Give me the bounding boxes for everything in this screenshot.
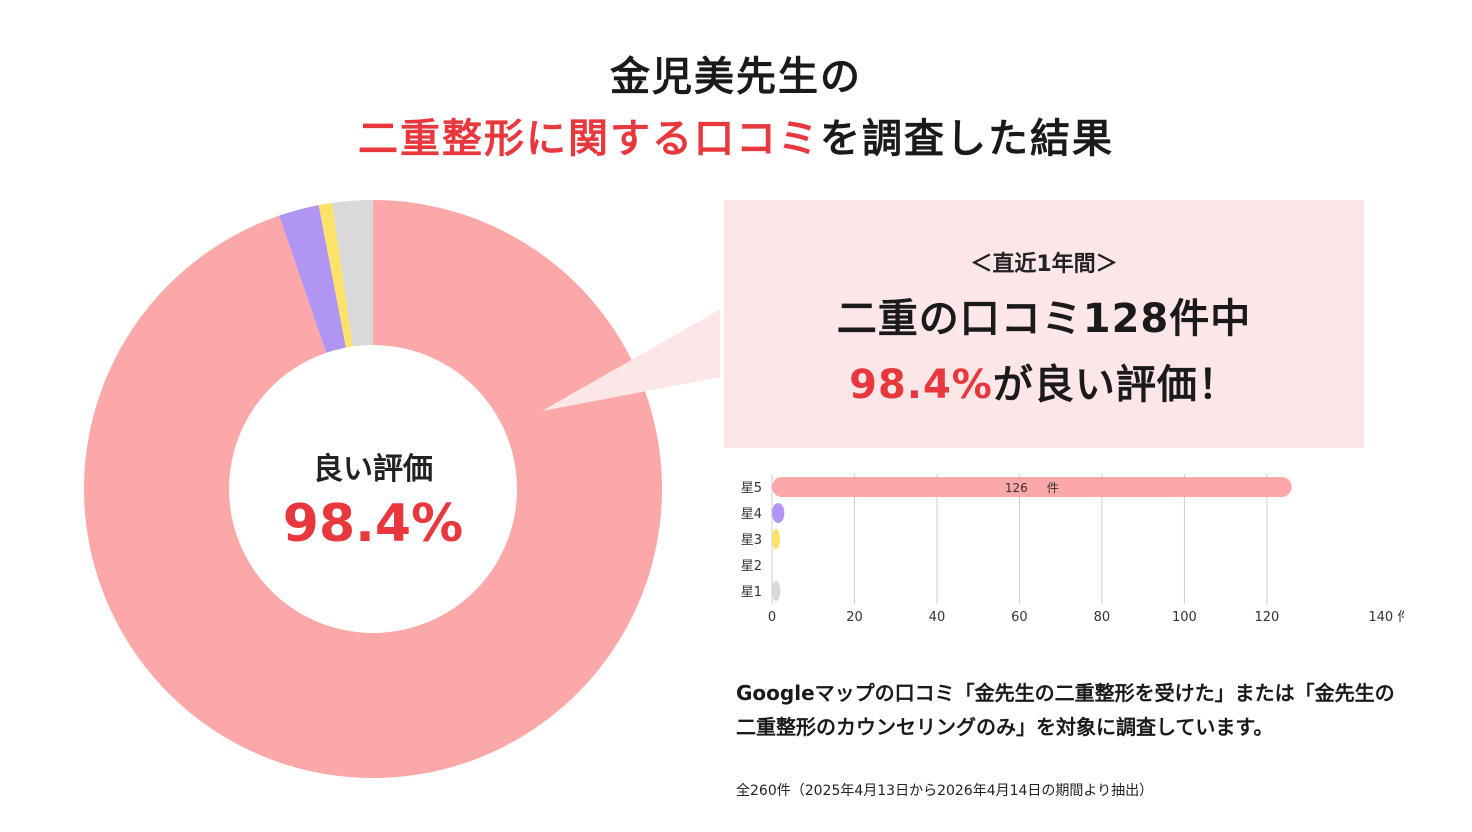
callout-main: 二重の口コミ128件中	[836, 296, 1252, 342]
x-tick-label: 0	[768, 610, 776, 625]
callout-period: ＜直近1年間＞	[970, 252, 1118, 277]
x-tick-label: 20	[846, 610, 863, 625]
bar-category-label: 星2	[741, 559, 762, 574]
title-rest: を調査した結果	[820, 116, 1114, 162]
bar-category-label: 星4	[741, 507, 762, 522]
callout-result-highlight: 98.4%	[849, 362, 993, 408]
bar-chart: 星5 126 件星4 星3 星2 星1 0 20 40 60 80 100 120 140 件	[741, 474, 1404, 625]
donut-slice-4	[279, 205, 346, 353]
callout-pointer	[542, 309, 720, 411]
x-tick-label: 80	[1094, 610, 1111, 625]
donut-slice-1	[332, 200, 373, 347]
donut-slice-3	[318, 202, 353, 348]
bar-category-label: 星1	[741, 585, 762, 600]
donut-chart	[83, 200, 720, 778]
callout-result: 98.4%が良い評価！	[724, 352, 1364, 410]
callout-result-rest: が良い評価！	[992, 362, 1239, 408]
donut-center-label: 良い評価	[313, 452, 433, 487]
page-title-line2: 二重整形に関する口コミを調査した結果	[0, 106, 1472, 164]
x-tick-label: 40	[929, 610, 946, 625]
bar-category-label: 星5	[741, 481, 762, 496]
page-title-line1: 金児美先生の	[610, 54, 862, 100]
survey-footnote: 全260件（2025年4月13日から2026年4月14日の期間より抽出）	[736, 783, 1154, 799]
bar-星5	[772, 477, 1292, 497]
bar-data-label: 126 件	[1005, 481, 1059, 495]
bar-星3	[772, 529, 780, 549]
x-tick-label: 140 件	[1368, 610, 1404, 625]
bar-category-label: 星3	[741, 533, 762, 548]
donut-slice-5	[83, 200, 663, 778]
x-tick-label: 100	[1172, 610, 1197, 625]
title-highlight: 二重整形に関する口コミ	[358, 116, 820, 162]
donut-center-value: 98.4%	[282, 494, 464, 554]
survey-note: Googleマップの口コミ「金先生の二重整形を受けた」または「金先生の二重整形の…	[736, 681, 1395, 739]
callout-box: ＜直近1年間＞ 二重の口コミ128件中 98.4%が良い評価！	[724, 200, 1364, 448]
bar-星1	[772, 581, 781, 601]
x-tick-label: 60	[1011, 610, 1028, 625]
x-tick-label: 120	[1254, 610, 1279, 625]
bar-星4	[772, 503, 785, 523]
